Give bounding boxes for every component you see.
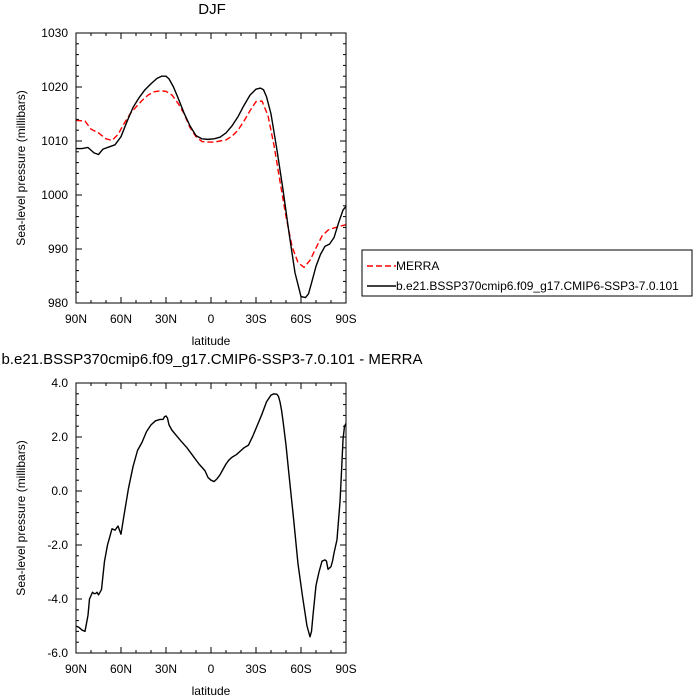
bottom-chart-series-group bbox=[76, 393, 346, 638]
top-chart-line-merra bbox=[76, 90, 346, 269]
top-chart-x-tick-label: 90S bbox=[335, 312, 356, 326]
bottom-chart-x-tick-label: 90S bbox=[335, 662, 356, 676]
bottom-chart-y-axis-label: Sea-level pressure (millibars) bbox=[14, 440, 28, 595]
top-chart-x-tick-label: 30S bbox=[245, 312, 266, 326]
top-chart-x-tick-label: 60N bbox=[110, 312, 132, 326]
top-chart-x-axis-label: latitude bbox=[192, 334, 231, 348]
top-chart-panel: DJF 980 990 1000 1010 1020 1030 90N 60N 30N 0 30S 6… bbox=[14, 1, 357, 348]
bottom-chart-x-tick-label: 60N bbox=[110, 662, 132, 676]
top-chart-y-tick-label: 990 bbox=[48, 242, 68, 256]
bottom-chart-y-tick-label: 2.0 bbox=[51, 430, 68, 444]
top-chart-plot-area: 980 990 1000 1010 1020 1030 90N 60N 30N 0 30S 60S 90… bbox=[41, 26, 356, 326]
bottom-chart-x-tick-label: 30N bbox=[155, 662, 177, 676]
top-chart-line-model bbox=[76, 75, 346, 299]
bottom-chart-title: b.e21.BSSP370cmip6.f09_g17.CMIP6-SSP3-7.… bbox=[1, 351, 422, 368]
bottom-chart-x-tick-label: 60S bbox=[290, 662, 311, 676]
bottom-chart-x-axis-label: latitude bbox=[192, 684, 231, 698]
bottom-chart-plot-area: -6.0 -4.0 -2.0 0.0 2.0 4.0 90N 60N 30N 0 30S 60S 90S bbox=[47, 376, 356, 676]
top-chart-series-group bbox=[76, 75, 346, 299]
top-chart-y-tick-label: 1010 bbox=[41, 134, 68, 148]
legend-label-model: b.e21.BSSP370cmip6.f09_g17.CMIP6-SSP3-7.… bbox=[396, 279, 679, 293]
top-chart-y-tick-label: 1000 bbox=[41, 188, 68, 202]
top-chart-y-axis-label: Sea-level pressure (millibars) bbox=[14, 90, 28, 245]
legend-box bbox=[361, 249, 693, 297]
bottom-chart-y-tick-label: -6.0 bbox=[47, 646, 68, 660]
bottom-chart-y-tick-label: 0.0 bbox=[51, 484, 68, 498]
top-chart-legend: MERRA b.e21.BSSP370cmip6.f09_g17.CMIP6-S… bbox=[361, 249, 693, 297]
top-chart-x-tick-label: 60S bbox=[290, 312, 311, 326]
top-chart-title: DJF bbox=[198, 1, 226, 18]
bottom-chart-x-tick-label: 90N bbox=[65, 662, 87, 676]
top-chart-frame bbox=[75, 32, 347, 304]
top-chart-y-tick-label: 980 bbox=[48, 296, 68, 310]
top-chart-y-tick-label: 1030 bbox=[41, 26, 68, 40]
bottom-chart-x-tick-label: 0 bbox=[208, 662, 215, 676]
bottom-chart-y-tick-label: -2.0 bbox=[47, 538, 68, 552]
top-chart-x-tick-label: 90N bbox=[65, 312, 87, 326]
bottom-chart-panel: b.e21.BSSP370cmip6.f09_g17.CMIP6-SSP3-7.… bbox=[1, 351, 422, 698]
top-chart-y-tick-label: 1020 bbox=[41, 80, 68, 94]
bottom-chart-y-tick-label: 4.0 bbox=[51, 376, 68, 390]
bottom-chart-line-difference bbox=[76, 393, 346, 638]
legend-label-merra: MERRA bbox=[396, 259, 439, 273]
bottom-chart-y-tick-label: -4.0 bbox=[47, 592, 68, 606]
top-chart-x-tick-label: 30N bbox=[155, 312, 177, 326]
bottom-chart-x-tick-label: 30S bbox=[245, 662, 266, 676]
top-chart-x-tick-label: 0 bbox=[208, 312, 215, 326]
